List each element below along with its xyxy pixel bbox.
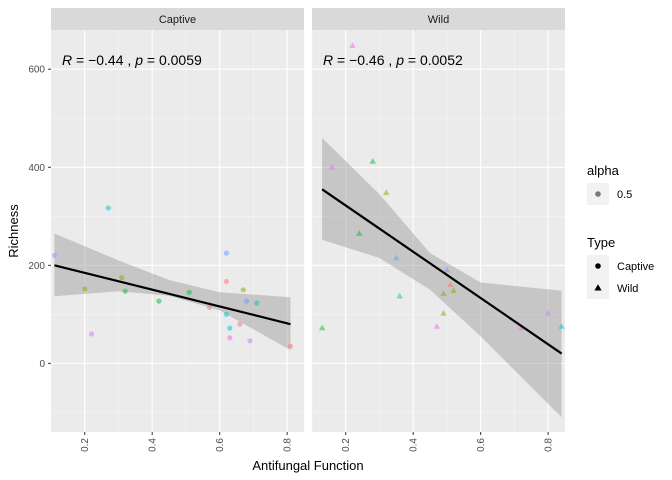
data-point-captive-2 xyxy=(88,331,95,337)
y-tick-label: 200 xyxy=(28,261,45,272)
data-point-wild-10 xyxy=(440,290,447,296)
data-point-captive-0 xyxy=(51,252,58,259)
data-point-wild-3 xyxy=(356,230,363,236)
data-point-captive-3 xyxy=(105,205,111,211)
facet-label-captive: Captive xyxy=(159,14,196,26)
data-point-wild-4 xyxy=(369,158,376,164)
data-point-captive-9 xyxy=(223,250,229,256)
data-point-captive-4 xyxy=(119,275,125,281)
data-point-wild-11 xyxy=(443,266,451,273)
y-tick-label: 600 xyxy=(28,65,45,76)
legend-key-circle xyxy=(595,191,601,197)
facet-panel-wild: Wild R = −0.46 , p = 0.0052 0.2 0.4 0.6 0.8 xyxy=(311,8,565,452)
data-point-wild-13 xyxy=(450,287,457,293)
data-point-captive-14 xyxy=(237,321,243,327)
x-tick-label: 0.2 xyxy=(341,438,352,452)
data-point-captive-1 xyxy=(82,286,88,292)
data-point-wild-14 xyxy=(517,324,525,331)
legend-label-captive: Captive xyxy=(617,261,654,273)
stat-annotation-captive: R = −0.44 , p = 0.0059 xyxy=(62,52,202,68)
data-point-captive-12 xyxy=(227,335,233,341)
facet-strip-captive xyxy=(51,8,304,30)
data-point-wild-16 xyxy=(558,323,565,329)
regression-line-wild xyxy=(321,188,563,355)
data-point-wild-0 xyxy=(318,324,326,331)
y-tick-label: 0 xyxy=(39,359,45,370)
data-point-captive-13 xyxy=(227,325,233,331)
confidence-band-wild xyxy=(322,137,562,418)
data-point-captive-19 xyxy=(287,343,294,349)
y-tick-label: 400 xyxy=(28,163,45,174)
x-tick-label: 0.6 xyxy=(476,438,487,452)
x-axis-title: Antifungal Function xyxy=(252,458,363,473)
legend-key-circle xyxy=(595,263,601,269)
legend-label-0.5: 0.5 xyxy=(617,189,632,201)
data-point-wild-6 xyxy=(393,254,400,261)
data-point-wild-8 xyxy=(433,323,440,329)
data-point-wild-9 xyxy=(440,310,447,316)
facet-label-wild: Wild xyxy=(428,14,449,26)
data-point-captive-16 xyxy=(244,298,250,304)
data-point-wild-2 xyxy=(349,42,356,48)
data-point-wild-1 xyxy=(329,163,336,170)
facet-panel-captive: Captive R = −0.44 , p = 0.0059 0.2 0.4 0.6 0.… xyxy=(50,8,304,452)
data-point-captive-6 xyxy=(156,298,162,304)
legend-title-type: Type xyxy=(587,235,615,250)
data-point-captive-5 xyxy=(122,288,128,294)
data-point-captive-7 xyxy=(186,289,192,295)
legend-key-triangle xyxy=(594,284,602,291)
x-tick-label: 0.8 xyxy=(544,438,555,452)
data-point-captive-17 xyxy=(247,338,253,344)
x-tick-label: 0.4 xyxy=(409,438,420,452)
confidence-band-captive xyxy=(54,233,291,351)
data-point-wild-15 xyxy=(544,310,552,316)
x-tick-label: 0.6 xyxy=(215,438,226,452)
facet-strip-wild xyxy=(312,8,565,30)
y-axis-title: Richness xyxy=(6,204,21,258)
data-point-captive-11 xyxy=(223,311,229,317)
legend-title-alpha: alpha xyxy=(587,163,620,178)
panel-background-captive xyxy=(51,30,304,432)
panel-background-wild xyxy=(312,30,565,432)
data-point-wild-5 xyxy=(383,189,390,195)
x-tick-label: 0.4 xyxy=(148,438,159,452)
data-point-wild-12 xyxy=(447,281,454,288)
regression-line-captive xyxy=(54,264,291,326)
data-point-captive-18 xyxy=(254,300,260,306)
legend-label-wild: Wild xyxy=(617,283,638,295)
x-tick-label: 0.2 xyxy=(80,438,91,452)
data-point-captive-10 xyxy=(223,278,229,285)
stat-annotation-wild: R = −0.46 , p = 0.0052 xyxy=(323,52,463,68)
x-tick-label: 0.8 xyxy=(283,438,294,452)
data-point-captive-8 xyxy=(206,304,213,311)
data-point-captive-15 xyxy=(240,287,246,293)
data-point-wild-7 xyxy=(396,292,403,299)
